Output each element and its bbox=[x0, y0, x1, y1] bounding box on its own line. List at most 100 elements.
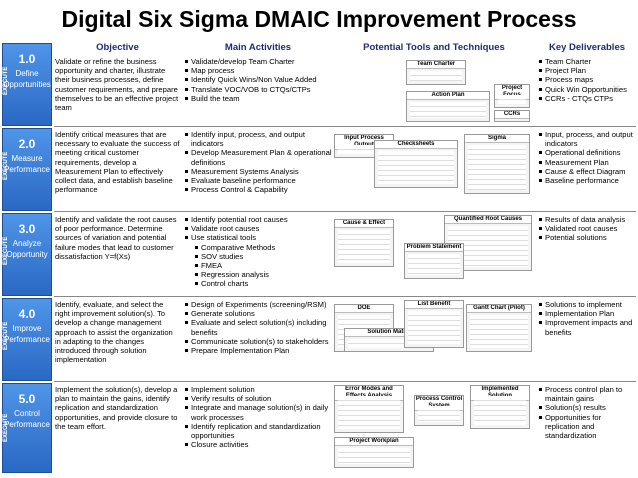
activity: Prepare Implementation Plan bbox=[184, 346, 332, 355]
tool-graphic bbox=[408, 311, 460, 344]
activity-list: Identify input, process, and output indi… bbox=[184, 130, 332, 210]
deliverable: Input, process, and output indicators bbox=[538, 130, 636, 148]
deliverable-list: Results of data analysis Validated root c… bbox=[538, 215, 636, 295]
deliverable-list: Solutions to implement Implementation Pla… bbox=[538, 300, 636, 380]
phase-tag: EXECUTE bbox=[3, 321, 9, 350]
tool-graphic bbox=[474, 396, 526, 425]
activity: Design of Experiments (screening/RSM) bbox=[184, 300, 332, 309]
deliverable: Implementation Plan bbox=[538, 309, 636, 318]
activity: Map process bbox=[184, 66, 332, 75]
tools-cell: DOE Solution Matrix List Benefit Gantt Char… bbox=[334, 300, 534, 380]
phase-tag: EXECUTE bbox=[3, 66, 9, 95]
objective: Identify critical measures that are nece… bbox=[55, 130, 180, 195]
page-title: Digital Six Sigma DMAIC Improvement Proc… bbox=[61, 6, 577, 32]
column-header: Main Activities bbox=[224, 42, 292, 53]
activity-list: Design of Experiments (screening/RSM) Gen… bbox=[184, 300, 332, 380]
row-divider bbox=[54, 211, 636, 212]
objective: Validate or refine the business opportun… bbox=[55, 57, 179, 113]
tools-cell: Error Modes and Effects Analysis Process … bbox=[334, 385, 534, 472]
activity: Generate solutions bbox=[184, 309, 332, 318]
tool-graphic bbox=[468, 145, 526, 190]
deliverable: Cause & effect Diagram bbox=[538, 167, 636, 176]
deliverable: Operational definitions bbox=[538, 148, 636, 157]
activity: Validate root causes bbox=[184, 224, 332, 233]
tool-thumbnail: Project Workplan bbox=[334, 437, 414, 468]
phase-name: Analyze Opportunity bbox=[6, 239, 48, 259]
phase-number: 4.0 bbox=[18, 307, 36, 321]
activity-list: Identify potential root causes Validate r… bbox=[184, 215, 332, 295]
phase-name: Control Performance bbox=[4, 409, 50, 429]
deliverable: Quick Win Opportunities bbox=[538, 85, 636, 94]
activity: Validate/develop Team Charter bbox=[184, 57, 332, 66]
tool-label: Checksheets bbox=[375, 140, 457, 149]
tool-thumbnail: CCRs bbox=[494, 110, 530, 123]
activity: Identify Quick Wins/Non Value Added bbox=[184, 75, 332, 84]
tool-thumbnail: Project Focus bbox=[494, 84, 530, 108]
tool-graphic bbox=[470, 315, 528, 348]
tool-graphic bbox=[338, 145, 390, 154]
tool-graphic bbox=[410, 102, 486, 118]
tool-graphic bbox=[338, 448, 410, 464]
tool-label: DOE bbox=[335, 305, 393, 313]
tool-label: CCRs bbox=[495, 111, 529, 120]
column-header: Key Deliverables bbox=[548, 42, 626, 53]
tool-label: Solution Matrix bbox=[345, 329, 433, 337]
deliverable: Solution(s) results bbox=[538, 403, 636, 412]
row-divider bbox=[54, 381, 636, 382]
activity: Process Control & Capability bbox=[184, 185, 332, 194]
tool-thumbnail: List Benefit bbox=[404, 300, 464, 348]
tools-cell: Team Charter Action Plan Project Focus CCRs bbox=[334, 57, 534, 125]
phase-box: 3.0 Analyze Opportunity EXECUTE bbox=[2, 213, 52, 296]
activity: Identify potential root causes bbox=[184, 215, 332, 224]
activity: Measurement Systems Analysis bbox=[184, 167, 332, 176]
activity: Use statistical tools bbox=[184, 233, 332, 242]
deliverable: Process control plan to maintain gains bbox=[538, 385, 636, 403]
deliverable: Results of data analysis bbox=[538, 215, 636, 224]
deliverable: Improvement impacts and benefits bbox=[538, 318, 636, 337]
tool-graphic bbox=[378, 150, 454, 184]
tool-label: Action Plan bbox=[407, 92, 489, 100]
phase-name: Measure Performance bbox=[4, 154, 50, 174]
tool-label: Gantt Chart (Pilot) bbox=[467, 305, 531, 313]
tool-thumbnail: Sigma bbox=[464, 134, 530, 194]
tool-thumbnail: Checksheets bbox=[374, 139, 458, 188]
tool-graphic bbox=[338, 396, 400, 429]
tool-graphic bbox=[348, 339, 430, 348]
objective: Implement the solution(s), develop a pla… bbox=[55, 385, 178, 431]
tool-label: Sigma bbox=[465, 135, 529, 143]
activity: Regression analysis bbox=[184, 270, 332, 279]
deliverable: Opportunities for replication and standa… bbox=[538, 413, 636, 441]
deliverable: Team Charter bbox=[538, 57, 636, 66]
activity: Evaluate and select solution(s) includin… bbox=[184, 318, 332, 337]
phase-box: 2.0 Measure Performance EXECUTE bbox=[2, 128, 52, 211]
objective: Identify, evaluate, and select the right… bbox=[55, 300, 173, 365]
activity: Identify input, process, and output indi… bbox=[184, 130, 332, 148]
activity: Communicate solution(s) to stakeholders bbox=[184, 337, 332, 346]
tool-thumbnail: Cause & Effect bbox=[334, 219, 394, 267]
activity: Implement solution bbox=[184, 385, 332, 394]
activity: Comparative Methods bbox=[184, 243, 332, 252]
activity: Identify replication and standardization… bbox=[184, 422, 332, 440]
deliverable: Validated root causes bbox=[538, 224, 636, 233]
tool-label: Quantified Root Causes bbox=[445, 216, 531, 224]
activity: Translate VOC/VOB to CTQs/CTPs bbox=[184, 85, 332, 94]
tool-label: Project Workplan bbox=[335, 438, 413, 447]
deliverable: CCRs - CTQs CTPs bbox=[538, 94, 636, 103]
phase-number: 1.0 bbox=[18, 52, 36, 66]
activity: Build the team bbox=[184, 94, 332, 103]
tool-thumbnail: Problem Statement bbox=[404, 243, 464, 279]
tools-cell: Input Process OutputChecksheetsSigma bbox=[334, 130, 534, 210]
tool-label: List Benefit bbox=[405, 301, 463, 309]
activity-list: Validate/develop Team Charter Map process… bbox=[184, 57, 332, 125]
tool-graphic bbox=[338, 230, 390, 263]
tool-graphic bbox=[410, 71, 462, 81]
phase-box: 4.0 Improve Performance EXECUTE bbox=[2, 298, 52, 381]
phase-name: Define Opportunities bbox=[3, 69, 51, 89]
phase-tag: EXECUTE bbox=[3, 236, 9, 265]
activity: Control charts bbox=[184, 279, 332, 288]
tool-thumbnail: Process Control System bbox=[414, 395, 464, 426]
column-header: Potential Tools and Techniques bbox=[363, 42, 505, 53]
tool-label: Team Charter bbox=[407, 61, 465, 70]
activity: FMEA bbox=[184, 261, 332, 270]
